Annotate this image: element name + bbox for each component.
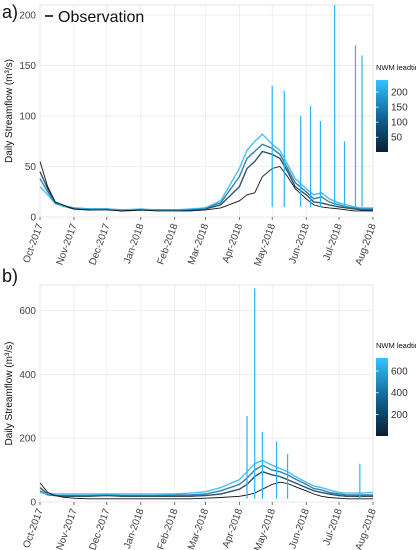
y-tick-label: 200 (19, 11, 36, 22)
panel-a: 0 50 100 150 200 Oct-2017 Nov-2017 Dec-2017 Jan-… (2, 2, 416, 268)
x-tick-label: Jul-2018 (321, 507, 345, 547)
x-tick-label: Apr-2018 (221, 507, 246, 550)
x-tick-label: Jun-2018 (287, 222, 312, 265)
y-axis-label: Daily Streamflow (m³/s) (4, 342, 15, 446)
x-tick-label: Feb-2018 (156, 507, 181, 550)
panel-label: a) (2, 2, 18, 22)
colorbar-tick-label: 150 (391, 103, 408, 114)
plot-area (39, 284, 374, 503)
x-tick-label: Aug-2018 (354, 222, 379, 267)
colorbar-tick-label: 400 (391, 388, 408, 399)
y-tick-label: 100 (19, 112, 36, 123)
panel-label: b) (2, 266, 18, 286)
x-tick-label: Dec-2017 (87, 507, 112, 550)
x-tick-label: Apr-2018 (221, 222, 246, 265)
y-tick-label: 200 (19, 434, 36, 445)
x-tick-label: May-2018 (252, 507, 278, 550)
colorbar-tick-label: 600 (391, 367, 408, 378)
x-tick-label: Aug-2018 (354, 507, 379, 550)
x-tick-label: Oct-2017 (21, 222, 46, 265)
x-tick-label: Mar-2018 (186, 222, 211, 266)
x-tick-label: Dec-2017 (87, 222, 112, 267)
y-tick-label: 0 (30, 213, 36, 224)
plot-area (39, 4, 374, 218)
x-tick-label: Feb-2018 (156, 222, 181, 266)
y-tick-label: 150 (19, 61, 36, 72)
colorbar-tick-label: 100 (391, 118, 408, 129)
y-axis-label: Daily Streamflow (m³/s) (4, 59, 15, 163)
colorbar-tick-label: 200 (391, 410, 408, 421)
colorbar-tick-label: 200 (391, 88, 408, 99)
x-tick-label: Nov-2017 (55, 507, 80, 550)
observation-line (39, 161, 373, 212)
forecast-series-line (39, 133, 373, 211)
x-tick-label: Jan-2018 (122, 222, 147, 265)
x-tick-label: Jan-2018 (122, 507, 147, 550)
y-tick-label: 50 (25, 162, 37, 173)
colorbar (376, 80, 388, 152)
y-tick-label: 600 (19, 306, 36, 317)
panel-b: 0 200 400 600 Oct-2017 Nov-2017 Dec-2017 Jan-20… (2, 266, 416, 550)
colorbar-tick-label: 50 (391, 133, 403, 144)
legend-observation-label: Observation (58, 9, 144, 26)
x-tick-label: Jul-2018 (321, 222, 345, 262)
colorbar-title: NWM leadtime (376, 341, 416, 350)
colorbar-title: NWM leadtime (376, 63, 416, 72)
y-tick-label: 0 (30, 498, 36, 509)
x-tick-label: Oct-2017 (21, 507, 46, 550)
x-tick-label: Nov-2017 (55, 222, 80, 267)
colorbar (376, 358, 388, 436)
x-tick-label: Jun-2018 (287, 507, 312, 550)
x-tick-label: Mar-2018 (186, 507, 211, 550)
y-tick-label: 400 (19, 370, 36, 381)
x-tick-label: May-2018 (252, 222, 278, 268)
